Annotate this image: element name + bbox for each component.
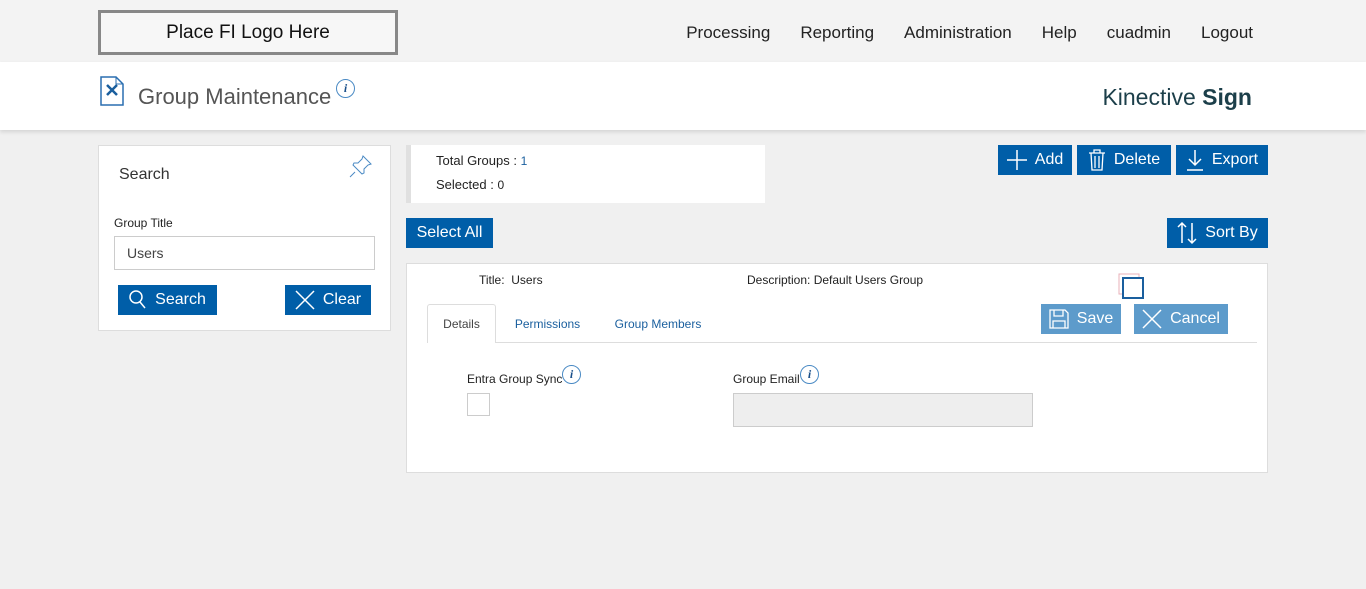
brand-logo: Kinective Sign (1102, 84, 1252, 110)
search-title: Search (119, 166, 170, 183)
tab-permissions[interactable]: Permissions (514, 316, 581, 331)
nav-processing[interactable]: Processing (686, 23, 771, 42)
save-icon (1049, 309, 1069, 329)
group-title-input[interactable] (114, 236, 375, 270)
fi-logo-placeholder: Place FI Logo Here (98, 10, 398, 55)
nav-administration[interactable]: Administration (904, 23, 1012, 42)
group-title-label: Group Title (114, 216, 173, 230)
tab-details[interactable]: Details (427, 304, 496, 343)
search-button[interactable]: Search (118, 285, 217, 315)
tab-group-members[interactable]: Group Members (614, 316, 702, 331)
page-header: Group Maintenance i Kinective Sign (0, 62, 1366, 130)
save-button[interactable]: Save (1041, 304, 1121, 334)
close-icon (1142, 309, 1162, 329)
info-icon[interactable]: i (562, 365, 581, 384)
clear-button[interactable]: Clear (285, 285, 371, 315)
nav-help[interactable]: Help (1041, 23, 1077, 42)
plus-icon (1006, 150, 1027, 170)
group-email-input[interactable] (733, 393, 1033, 427)
group-maintenance-icon (100, 76, 124, 106)
nav-user[interactable]: cuadmin (1106, 23, 1171, 42)
entra-group-sync-label: Entra Group Sync (467, 372, 563, 386)
description-field: Description: Default Users Group (747, 273, 924, 287)
info-icon[interactable]: i (336, 79, 355, 98)
sort-by-button[interactable]: Sort By (1167, 218, 1268, 248)
page-title: Group Maintenance (138, 84, 332, 109)
search-icon (129, 290, 146, 309)
selected-label: Selected : (436, 177, 494, 192)
sort-icon (1177, 221, 1197, 245)
top-bar: Place FI Logo Here Processing Reporting … (0, 0, 1366, 62)
info-icon[interactable]: i (800, 365, 819, 384)
export-button[interactable]: Export (1176, 145, 1268, 175)
nav-reporting[interactable]: Reporting (800, 23, 875, 42)
delete-button[interactable]: Delete (1077, 145, 1171, 175)
title-field: Title: Users (479, 273, 543, 287)
cancel-button[interactable]: Cancel (1134, 304, 1228, 334)
select-checkbox-icon[interactable] (1118, 273, 1146, 301)
search-panel: Search Group Title Search Clear (98, 145, 391, 331)
trash-icon (1088, 149, 1105, 171)
close-icon (295, 290, 315, 310)
add-button[interactable]: Add (998, 145, 1072, 175)
nav-logout[interactable]: Logout (1201, 23, 1253, 42)
pin-icon[interactable] (349, 154, 373, 178)
total-groups-label: Total Groups : (436, 153, 517, 168)
tab-divider (427, 342, 1257, 343)
group-email-label: Group Email (733, 372, 800, 386)
total-groups-value: 1 (520, 154, 528, 168)
main-nav: Processing Reporting Administration Help… (686, 23, 1253, 43)
select-all-button[interactable]: Select All (406, 218, 493, 248)
entra-group-sync-checkbox[interactable] (467, 393, 490, 416)
summary-box: Total Groups : 1 Selected : 0 (406, 145, 765, 203)
selected-value: 0 (497, 178, 505, 192)
download-icon (1186, 150, 1203, 171)
